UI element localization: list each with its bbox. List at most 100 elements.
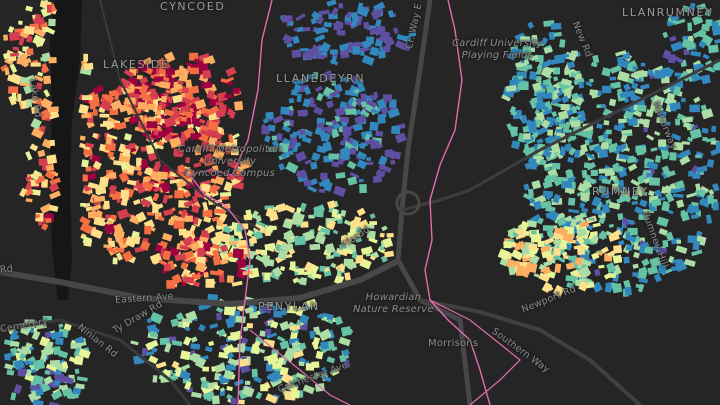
building-block xyxy=(632,272,639,277)
building-block xyxy=(8,86,19,95)
label-llanedeyrn: LLANEDEYRN xyxy=(276,72,366,85)
building-block xyxy=(626,77,635,85)
building-block xyxy=(602,142,609,149)
building-block xyxy=(546,284,554,292)
building-block xyxy=(661,202,671,212)
building-block xyxy=(563,121,571,131)
building-block xyxy=(139,64,148,72)
building-block xyxy=(154,161,161,168)
building-block xyxy=(389,99,397,109)
label-penylan: PENYLAN xyxy=(258,300,320,313)
building-block xyxy=(713,62,720,71)
building-block xyxy=(553,178,563,187)
building-block xyxy=(710,125,717,133)
building-block xyxy=(581,169,588,179)
building-block xyxy=(184,380,192,391)
building-block xyxy=(279,266,286,271)
building-block xyxy=(626,101,641,114)
building-block xyxy=(295,142,301,147)
building-block xyxy=(109,172,117,179)
building-block xyxy=(173,150,183,158)
building-block xyxy=(684,258,696,268)
building-block xyxy=(81,113,91,119)
building-block xyxy=(347,147,357,156)
building-block xyxy=(610,64,622,74)
building-block xyxy=(99,176,109,187)
building-block xyxy=(689,3,696,12)
poi-line: Cardiff Metropolitan xyxy=(178,144,282,155)
building-block xyxy=(604,286,613,293)
building-block xyxy=(261,123,270,131)
building-block xyxy=(701,108,714,120)
poi-line: Playing Fields xyxy=(461,50,533,61)
building-block xyxy=(116,208,130,220)
building-block xyxy=(384,250,395,258)
building-block xyxy=(361,39,372,49)
building-block xyxy=(598,148,609,159)
building-block xyxy=(536,76,542,82)
building-block xyxy=(651,198,662,207)
building-block xyxy=(607,142,620,154)
building-block xyxy=(136,74,144,80)
building-block xyxy=(662,49,672,60)
building-block xyxy=(681,5,691,13)
building-block xyxy=(216,268,225,276)
building-block xyxy=(123,69,134,78)
building-block xyxy=(715,141,720,151)
building-block xyxy=(654,189,662,198)
building-block xyxy=(79,142,91,151)
building-block xyxy=(712,201,719,211)
building-block xyxy=(331,346,338,352)
building-block xyxy=(669,152,677,161)
building-block xyxy=(375,130,384,137)
building-block xyxy=(356,207,366,217)
building-block xyxy=(330,262,337,269)
building-block xyxy=(265,229,271,236)
building-block xyxy=(219,195,229,201)
label-rumney: RUMNEY xyxy=(592,185,649,198)
building-block xyxy=(342,126,352,136)
building-block xyxy=(261,304,273,314)
label-cardiff-university-playing-fields: Cardiff University Playing Fields xyxy=(452,38,543,62)
building-block xyxy=(198,323,206,332)
building-block xyxy=(643,169,652,174)
building-block xyxy=(557,110,569,121)
building-block xyxy=(544,135,555,144)
building-block xyxy=(139,240,151,251)
building-block xyxy=(37,71,44,77)
building-block xyxy=(322,375,332,383)
building-block xyxy=(511,241,517,248)
building-block xyxy=(332,129,337,136)
building-block xyxy=(573,149,581,159)
building-block xyxy=(299,202,307,213)
building-block xyxy=(313,72,319,80)
building-block xyxy=(0,64,9,72)
building-block xyxy=(142,131,148,138)
building-block xyxy=(528,126,537,134)
building-block xyxy=(321,366,328,375)
building-block xyxy=(280,153,288,159)
building-block xyxy=(639,241,650,250)
building-block xyxy=(324,243,336,254)
building-block xyxy=(597,134,605,143)
building-block xyxy=(267,146,277,153)
building-block xyxy=(577,265,592,279)
building-block xyxy=(377,50,386,59)
building-block xyxy=(126,179,137,186)
building-block xyxy=(190,336,198,343)
building-block xyxy=(613,124,623,132)
building-block xyxy=(360,101,367,108)
building-block xyxy=(531,179,542,190)
building-block xyxy=(294,235,306,246)
building-block xyxy=(9,334,20,341)
building-block xyxy=(707,44,719,54)
building-block xyxy=(577,213,586,219)
building-block xyxy=(116,198,121,203)
building-block xyxy=(665,192,675,203)
building-block xyxy=(135,211,147,223)
building-block xyxy=(598,168,610,174)
building-block xyxy=(356,159,368,170)
building-block xyxy=(95,184,107,195)
